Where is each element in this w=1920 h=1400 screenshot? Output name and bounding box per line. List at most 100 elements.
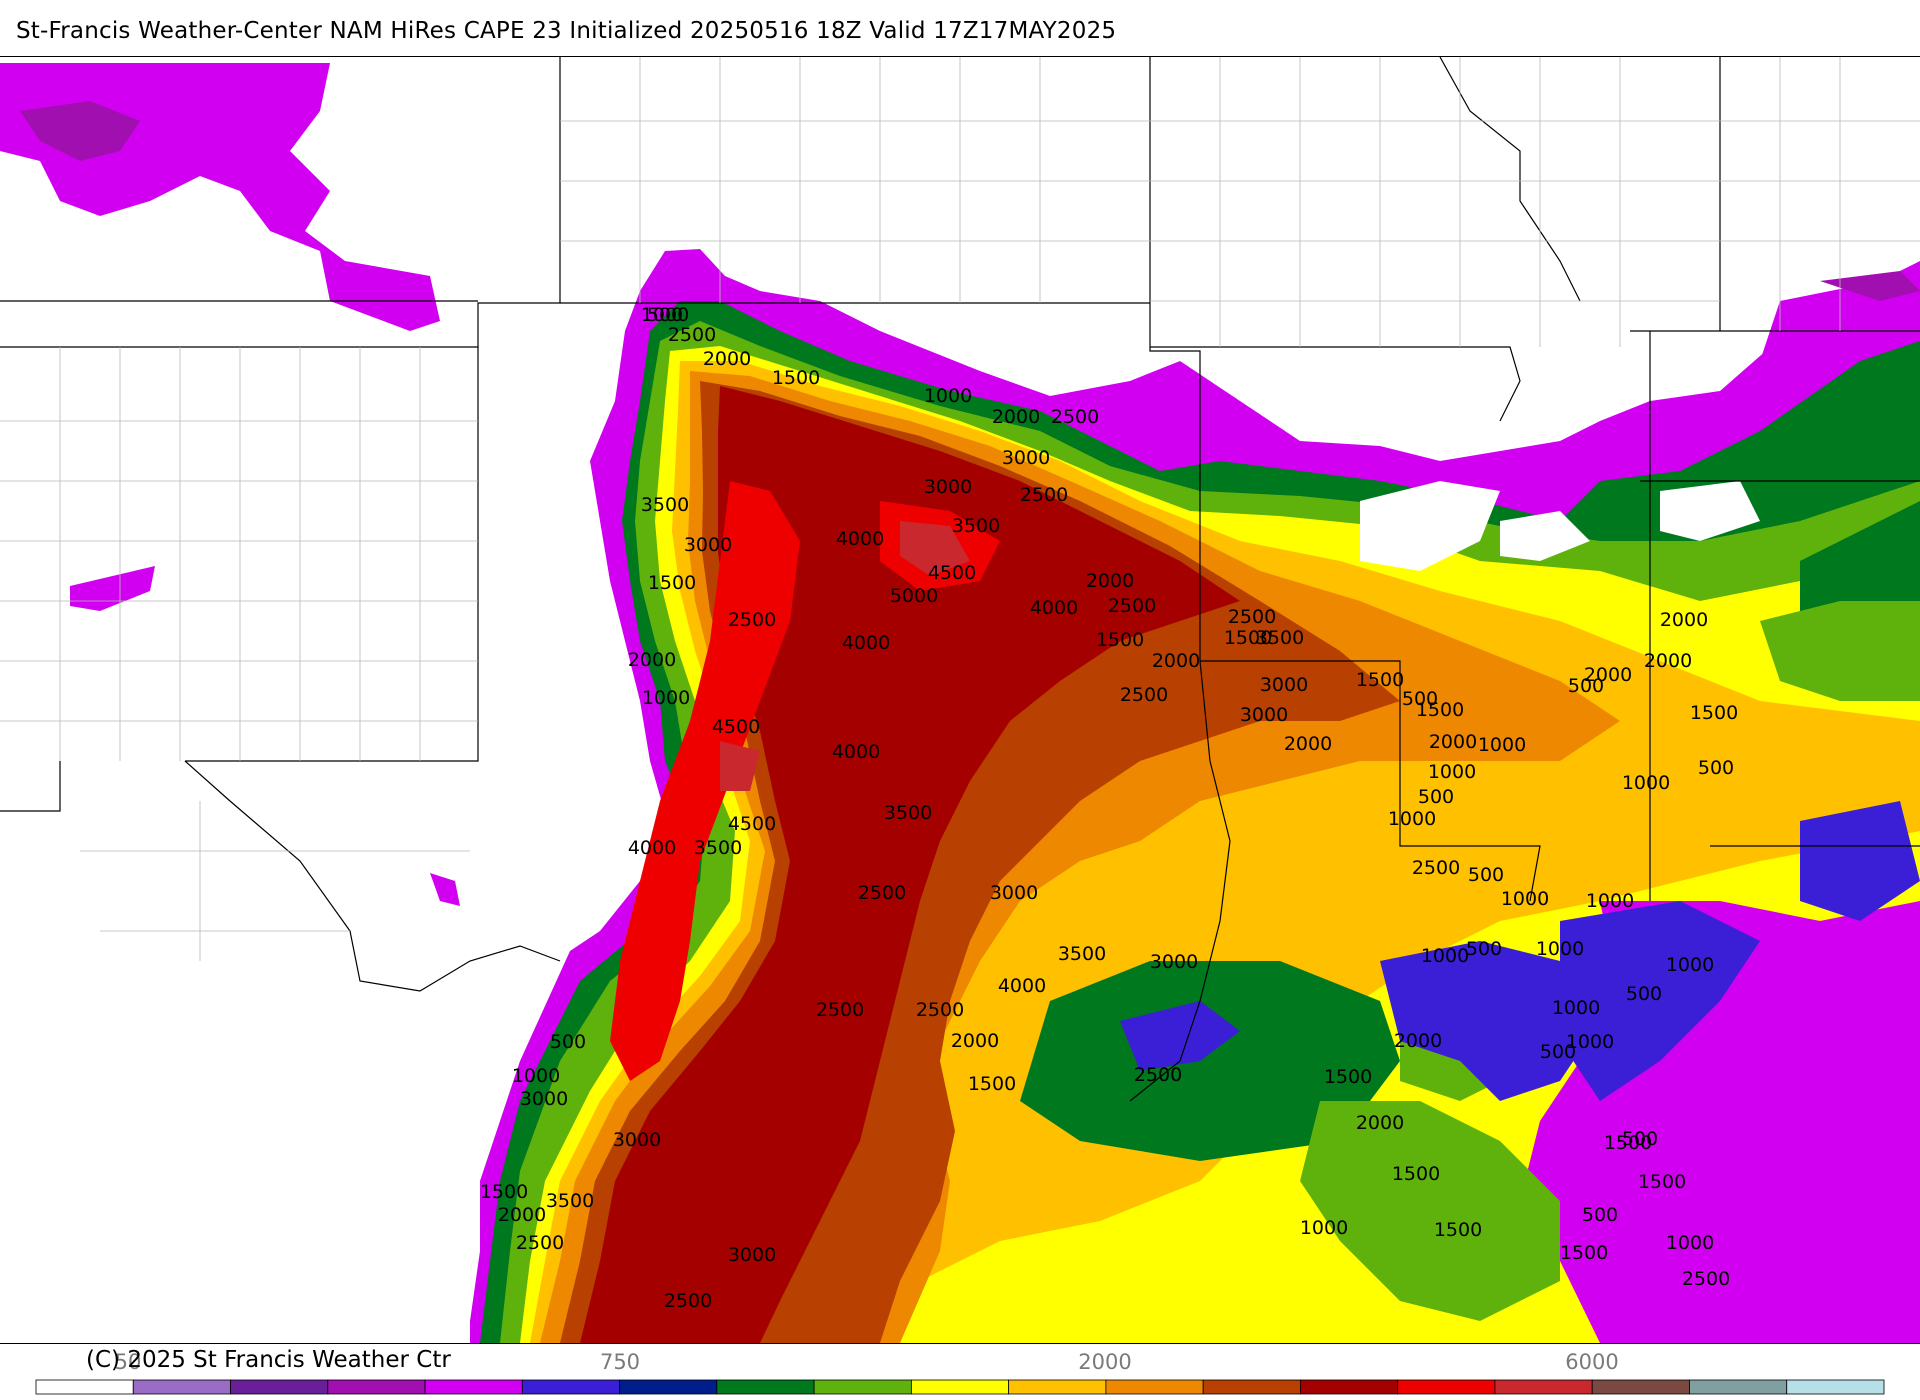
contour-label: 1000: [642, 687, 690, 709]
contour-label: 500: [647, 304, 683, 326]
colorbar-swatch: [716, 1379, 815, 1395]
contour-label: 4000: [1030, 597, 1078, 619]
contour-label: 2500: [1682, 1268, 1730, 1290]
contour-label: 4500: [712, 716, 760, 738]
contour-label: 3000: [728, 1244, 776, 1266]
contour-label: 1000: [1300, 1217, 1348, 1239]
contour-label: 2000: [628, 649, 676, 671]
contour-label: 2500: [858, 882, 906, 904]
contour-label: 4500: [928, 562, 976, 584]
colorbar-swatch: [1202, 1379, 1301, 1395]
contour-label: 3500: [884, 802, 932, 824]
contour-label: 2500: [728, 609, 776, 631]
title-bar: St-Francis Weather-Center NAM HiRes CAPE…: [0, 0, 1920, 56]
contour-label: 2500: [516, 1232, 564, 1254]
contour-label: 2500: [1051, 406, 1099, 428]
contour-label: 2500: [816, 999, 864, 1021]
contour-label: 1500: [480, 1181, 528, 1203]
contour-label: 2000: [1660, 609, 1708, 631]
colorbar-tick-label: 750: [600, 1350, 640, 1374]
contour-label: 1500: [1434, 1219, 1482, 1241]
contour-label: 2000: [951, 1030, 999, 1052]
colorbar-swatch: [35, 1379, 134, 1395]
contour-label: 4500: [728, 813, 776, 835]
contour-label: 3000: [520, 1088, 568, 1110]
colorbar-swatch: [1105, 1379, 1204, 1395]
contour-label: 3000: [924, 476, 972, 498]
contour-label: 500: [1698, 757, 1734, 779]
contour-label: 1000: [1586, 890, 1634, 912]
colorbar-swatch: [1397, 1379, 1496, 1395]
contour-label: 1500: [1560, 1242, 1608, 1264]
contour-label: 2000: [1644, 650, 1692, 672]
contour-label: 1000: [924, 385, 972, 407]
contour-label: 3500: [641, 494, 689, 516]
contour-label: 1000: [1536, 938, 1584, 960]
colorbar-swatch: [813, 1379, 912, 1395]
colorbar-swatch: [619, 1379, 718, 1395]
colorbar-tick-label: 2000: [1078, 1350, 1131, 1374]
contour-label: 2000: [703, 348, 751, 370]
contour-label: 4000: [628, 837, 676, 859]
map-title: St-Francis Weather-Center NAM HiRes CAPE…: [16, 18, 1117, 44]
contour-label: 2000: [992, 406, 1040, 428]
contour-label: 1000: [512, 1065, 560, 1087]
contour-label: 2000: [1086, 570, 1134, 592]
colorbar-swatch: [521, 1379, 620, 1395]
contour-label: 1500: [1416, 699, 1464, 721]
contour-label: 500: [1402, 688, 1438, 710]
contour-label: 1500: [1690, 702, 1738, 724]
contour-label: 4000: [842, 632, 890, 654]
contour-label: 1500: [1392, 1163, 1440, 1185]
contour-label: 500: [550, 1031, 586, 1053]
contour-label: 1500: [1356, 669, 1404, 691]
contour-label: 1500: [1324, 1066, 1372, 1088]
contour-label: 2500: [664, 1290, 712, 1312]
contour-label: 500: [1622, 1128, 1658, 1150]
contour-label: 2500: [1108, 595, 1156, 617]
contour-label: 1500: [1224, 627, 1272, 649]
contour-label: 4000: [998, 975, 1046, 997]
contour-label: 1500: [772, 367, 820, 389]
contour-label: 1000: [1666, 954, 1714, 976]
contour-label: 2000: [1584, 664, 1632, 686]
contour-label: 3000: [1002, 447, 1050, 469]
colorbar-swatch: [1008, 1379, 1107, 1395]
colorbar-swatch: [1494, 1379, 1593, 1395]
contour-label: 1000: [1622, 772, 1670, 794]
contour-label: 1500: [1096, 629, 1144, 651]
colorbar-swatch: [327, 1379, 426, 1395]
contour-label: 4000: [836, 528, 884, 550]
contour-label: 2000: [1152, 650, 1200, 672]
contour-label: 500: [1468, 864, 1504, 886]
contour-label: 2000: [1284, 733, 1332, 755]
contour-label: 500: [1540, 1041, 1576, 1063]
state-boundaries: [0, 57, 1920, 1102]
contour-label: 500: [1582, 1204, 1618, 1226]
contour-label: 1500: [1638, 1171, 1686, 1193]
contour-label: 4000: [832, 741, 880, 763]
contour-label: 500: [1626, 983, 1662, 1005]
colorbar-canvas: 50 750 2000 6000: [35, 1350, 1885, 1395]
contour-label: 2500: [668, 324, 716, 346]
contour-label: 3000: [1150, 951, 1198, 973]
contour-label: 3500: [1256, 627, 1304, 649]
cape-fill-layers: [0, 63, 1920, 1343]
contour-label: 1000: [1478, 734, 1526, 756]
contour-label: 1000: [1566, 1031, 1614, 1053]
colorbar-swatch: [132, 1379, 231, 1395]
contour-label: 3000: [613, 1129, 661, 1151]
contour-label: 1000: [1421, 945, 1469, 967]
contour-label: 2000: [498, 1204, 546, 1226]
colorbar-swatch: [230, 1379, 329, 1395]
copyright-text: (C) 2025 St Francis Weather Ctr: [86, 1347, 451, 1373]
contour-label: 2500: [1120, 684, 1168, 706]
cape-map: 500 2500 2000 1500 1000 2000 2500 3000 3000 2500 3…: [0, 56, 1920, 1344]
colorbar: 50 750 2000 6000: [0, 1344, 1920, 1400]
contour-label: 3000: [1260, 674, 1308, 696]
colorbar-swatch: [424, 1379, 523, 1395]
contour-label: 1500: [968, 1073, 1016, 1095]
contour-label: 500: [1466, 938, 1502, 960]
